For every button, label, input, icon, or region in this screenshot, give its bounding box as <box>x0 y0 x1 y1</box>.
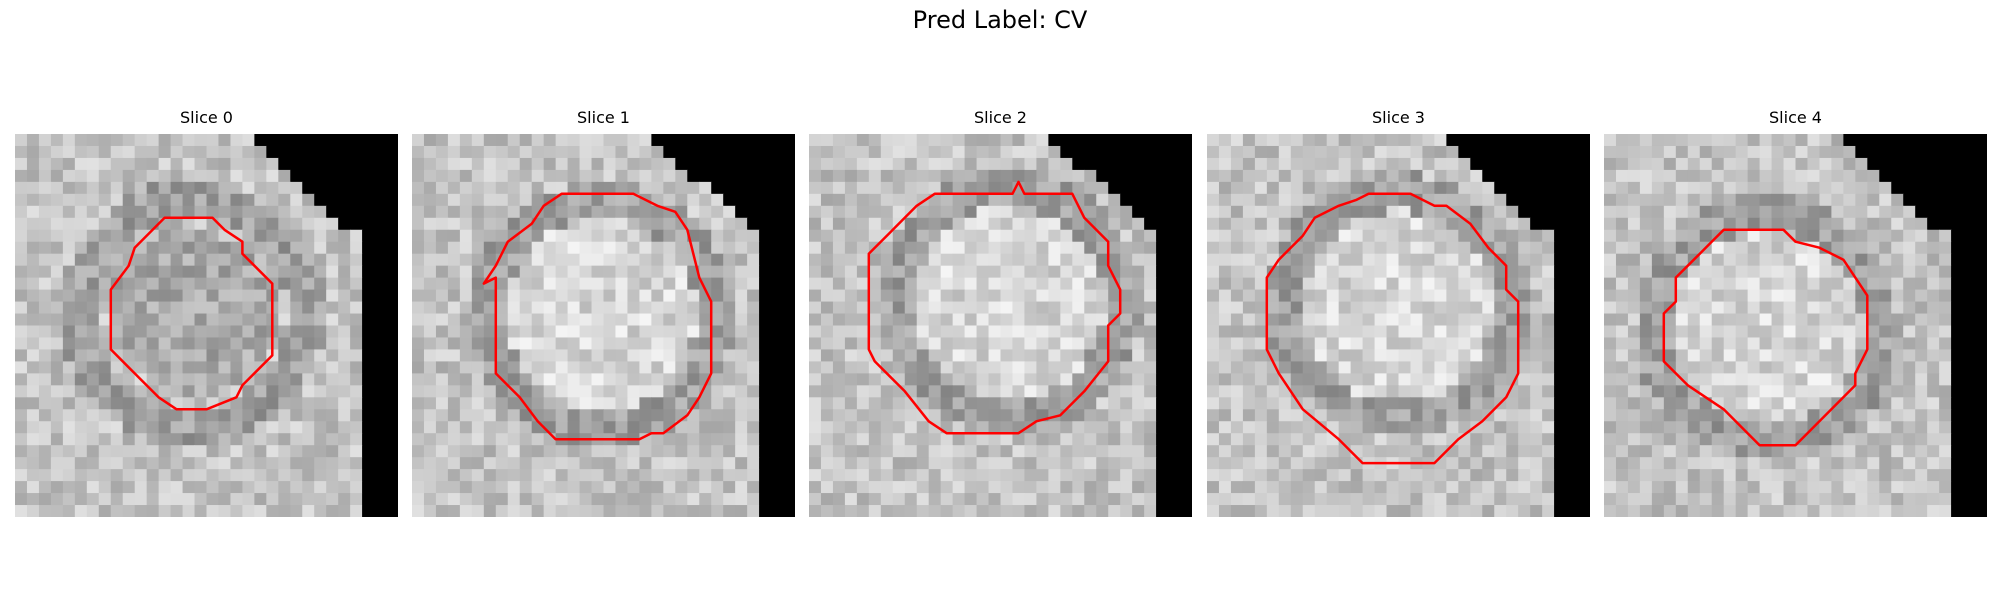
figure-title: Pred Label: CV <box>912 6 1088 34</box>
slice-title-1: Slice 1 <box>577 108 630 127</box>
slice-image-1 <box>412 134 795 517</box>
slice-image-2 <box>809 134 1192 517</box>
slice-image-0 <box>15 134 398 517</box>
slice-title-2: Slice 2 <box>974 108 1027 127</box>
segmentation-contour-4 <box>1662 228 1869 447</box>
segmentation-contour-1 <box>482 192 713 441</box>
segmentation-contour-0 <box>109 216 274 411</box>
slice-title-4: Slice 4 <box>1769 108 1822 127</box>
slice-pixel-grid-2 <box>809 134 1192 517</box>
segmentation-contour-3 <box>1265 192 1520 465</box>
slice-pixel-grid-3 <box>1207 134 1590 517</box>
segmentation-contour-2 <box>867 180 1122 435</box>
slice-pixel-grid-0 <box>15 134 398 517</box>
slice-title-3: Slice 3 <box>1372 108 1425 127</box>
slice-title-0: Slice 0 <box>180 108 233 127</box>
slice-image-3 <box>1207 134 1590 517</box>
slice-pixel-grid-4 <box>1604 134 1987 517</box>
slice-pixel-grid-1 <box>412 134 795 517</box>
slice-image-4 <box>1604 134 1987 517</box>
